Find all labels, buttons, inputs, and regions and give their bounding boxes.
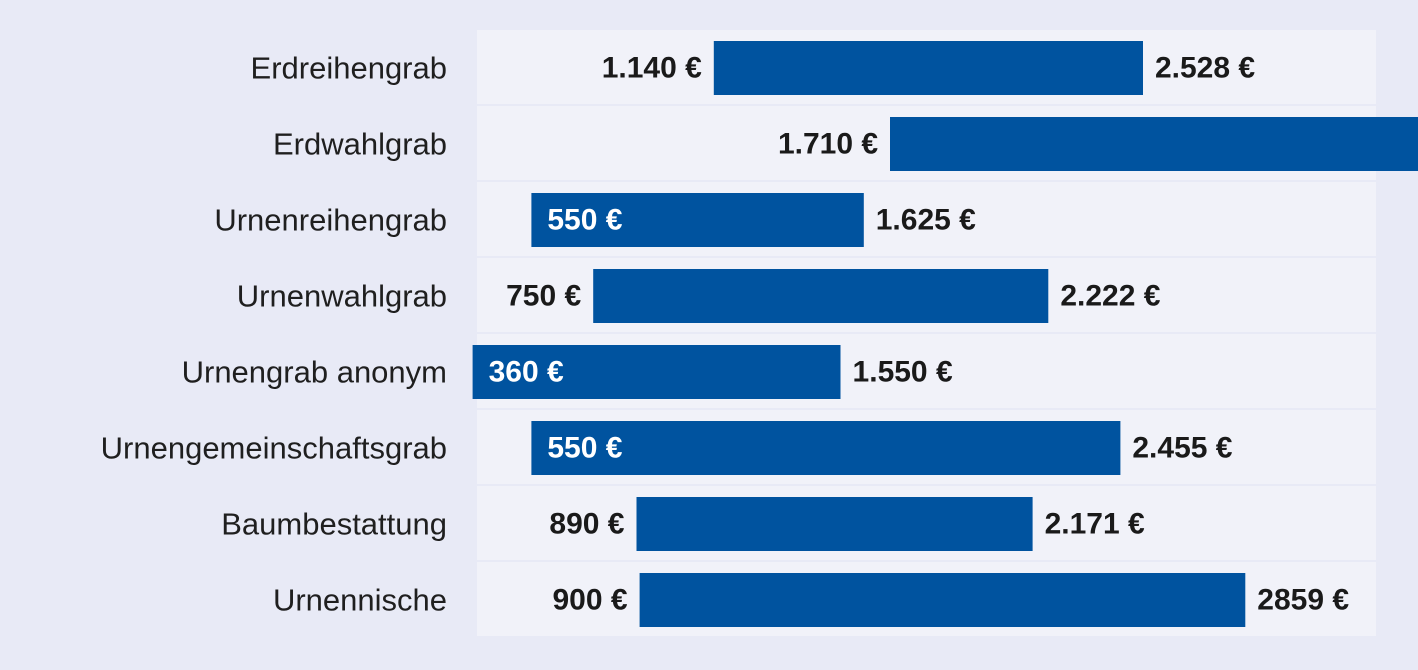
high-value-label: 2.455 € (1132, 432, 1232, 465)
category-label: Erdwahlgrab (273, 127, 447, 162)
range-bar (531, 193, 864, 247)
low-value-label: 900 € (553, 584, 628, 617)
high-value-label: 1.625 € (876, 204, 976, 237)
low-value-label: 750 € (506, 280, 581, 313)
category-label: Urnenreihengrab (214, 203, 447, 238)
low-value-label: 890 € (549, 508, 624, 541)
category-label: Urnengemeinschaftsgrab (101, 431, 447, 466)
category-label: Urnennische (273, 583, 447, 618)
high-value-label: 1.550 € (853, 356, 953, 389)
range-bar (890, 117, 1418, 171)
low-value-label: 550 € (547, 432, 622, 465)
low-value-label: 550 € (547, 204, 622, 237)
range-bar (636, 497, 1033, 551)
high-value-label: 2.528 € (1155, 52, 1255, 85)
high-value-label: 2.222 € (1060, 280, 1160, 313)
range-bar (531, 421, 1121, 475)
low-value-label: 1.710 € (778, 128, 878, 161)
high-value-label: 2859 € (1257, 584, 1349, 617)
category-label: Urnenwahlgrab (237, 279, 447, 314)
range-bar (639, 573, 1246, 627)
category-label: Baumbestattung (221, 507, 447, 542)
category-label: Erdreihengrab (251, 51, 447, 86)
category-label: Urnengrab anonym (182, 355, 447, 390)
low-value-label: 360 € (489, 356, 564, 389)
labels: Erdreihengrab 1.140 € 2.528 € Erdwahlgrab 1.… (101, 51, 1350, 618)
range-bar (472, 345, 841, 399)
range-bar (713, 41, 1143, 95)
high-value-label: 2.171 € (1045, 508, 1145, 541)
low-value-label: 1.140 € (602, 52, 702, 85)
range-bar (593, 269, 1049, 323)
bar-series (472, 41, 1418, 627)
